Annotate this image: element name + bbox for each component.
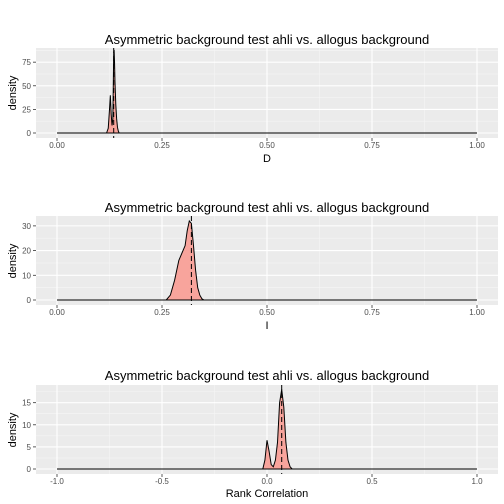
y-tick-label: 0 [27,296,32,305]
x-tick-label: 0.75 [364,308,380,317]
density-area [166,220,204,300]
y-tick-label: 25 [22,105,31,114]
x-tick-label: -0.5 [155,477,169,486]
x-tick-label: 0.75 [364,141,380,150]
x-tick-label: 0.0 [261,477,273,486]
x-axis-title: I [265,320,268,332]
density-line [165,219,205,301]
y-tick-label: 10 [22,271,31,280]
chart-title: Asymmetric background test ahli vs. allo… [105,32,429,47]
x-tick-label: 0.50 [259,308,275,317]
y-tick-label: 10 [22,421,31,430]
chart-title: Asymmetric background test ahli vs. allo… [105,200,429,215]
y-tick-label: 0 [27,129,32,138]
x-tick-label: 0.00 [49,308,65,317]
x-axis-title: Rank Correlation [226,488,309,500]
panel-2: 0.00 0.25 0.50 0.75 1.00 0 10 20 30 Asymmetric ba… [7,200,498,332]
x-tick-label: 0.5 [366,477,378,486]
y-tick-label: 75 [22,58,31,67]
y-tick-label: 20 [22,247,31,256]
panel-3: -1.0 -0.5 0.0 0.5 1.0 0 5 10 15 Asymmetric backgr… [7,368,498,500]
y-axis-title: density [7,243,19,278]
chart-title: Asymmetric background test ahli vs. allo… [105,368,429,383]
x-tick-label: -1.0 [50,477,64,486]
x-tick-label: 0.00 [49,141,65,150]
x-tick-label: 0.25 [154,308,170,317]
density-area [262,389,293,469]
y-axis-title: density [7,75,19,110]
x-axis-title: D [263,153,271,165]
y-tick-label: 15 [22,399,31,408]
y-tick-label: 30 [22,222,31,231]
x-tick-label: 1.00 [469,141,485,150]
x-tick-label: 0.50 [259,141,275,150]
y-tick-label: 5 [27,443,32,452]
density-line [262,389,293,470]
y-tick-label: 0 [27,465,32,474]
y-axis-title: density [7,412,19,447]
panel-1: 0.00 0.25 0.50 0.75 1.00 0 25 50 75 Asymmetric ba… [7,32,498,165]
y-tick-label: 50 [22,82,31,91]
x-tick-label: 0.25 [154,141,170,150]
x-tick-label: 1.00 [469,308,485,317]
x-tick-label: 1.0 [471,477,483,486]
